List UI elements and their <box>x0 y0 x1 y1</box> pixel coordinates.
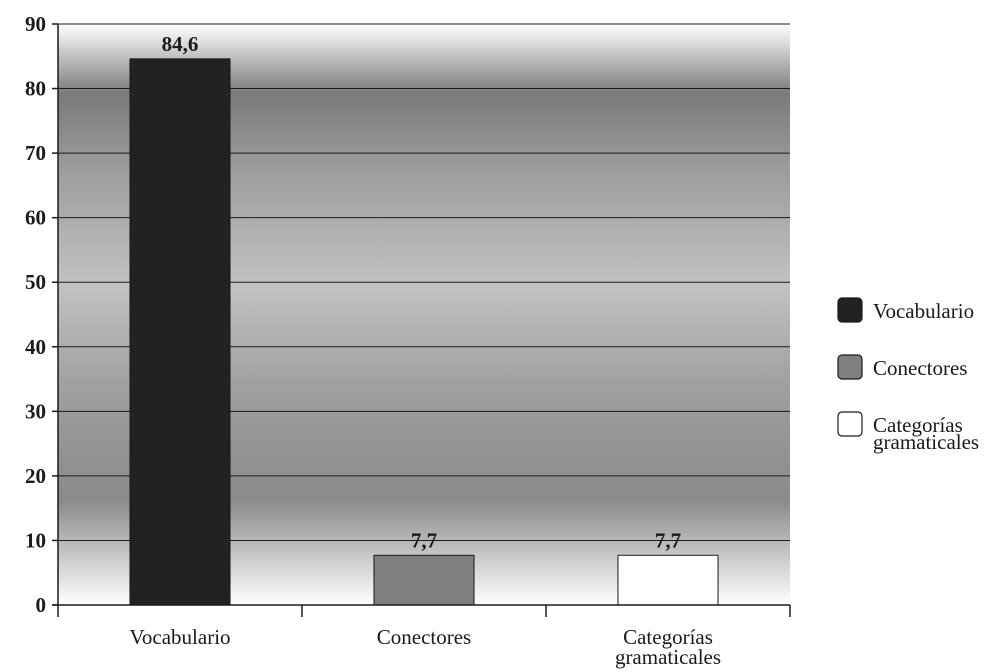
value-labels: 84,6 7,7 7,7 <box>162 32 682 552</box>
y-axis-ticks: 0 10 20 30 40 50 60 70 80 90 <box>25 12 58 617</box>
y-tick-label: 50 <box>25 270 46 294</box>
x-tick-label: Vocabulario <box>129 625 230 649</box>
legend-label: Conectores <box>873 356 967 380</box>
x-axis-labels: Vocabulario Conectores Categorías gramatica… <box>129 625 721 669</box>
legend-swatch <box>837 297 863 323</box>
y-tick-label: 90 <box>25 12 46 36</box>
value-label: 84,6 <box>162 32 199 56</box>
y-tick-label: 40 <box>25 335 46 359</box>
bars <box>129 58 719 606</box>
y-tick-label: 20 <box>25 464 46 488</box>
y-tick-label: 10 <box>25 528 46 552</box>
y-tick-label: 0 <box>36 593 47 617</box>
bar <box>617 554 719 606</box>
legend-label: Vocabulario <box>873 299 974 323</box>
legend-swatch <box>837 411 863 437</box>
y-tick-label: 80 <box>25 77 46 101</box>
bar <box>373 554 475 606</box>
y-tick-label: 30 <box>25 399 46 423</box>
axes <box>52 24 791 617</box>
y-tick-label: 60 <box>25 206 46 230</box>
bar <box>129 58 231 606</box>
y-tick-label: 70 <box>25 141 46 165</box>
x-tick-label: Categorías gramaticales <box>615 625 721 669</box>
x-tick-label: Conectores <box>377 625 471 649</box>
legend-swatch <box>837 354 863 380</box>
legend-label: Categorías gramaticales <box>873 413 979 454</box>
legend: Vocabulario Conectores Categorías gramatica… <box>837 297 979 454</box>
value-label: 7,7 <box>411 528 437 552</box>
value-label: 7,7 <box>655 528 681 552</box>
